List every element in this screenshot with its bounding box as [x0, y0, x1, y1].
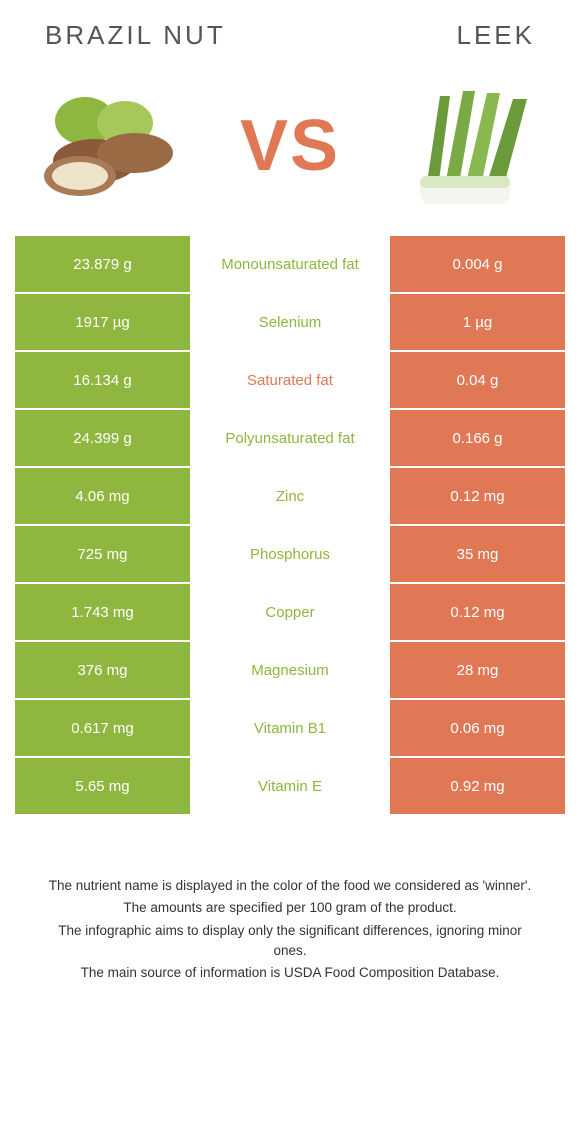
cell-left-value: 23.879 g	[15, 236, 190, 292]
table-row: 4.06 mgZinc0.12 mg	[15, 468, 565, 524]
cell-nutrient-label: Zinc	[190, 468, 390, 524]
cell-right-value: 0.04 g	[390, 352, 565, 408]
header: Brazil nut Leek	[15, 20, 565, 71]
cell-nutrient-label: Copper	[190, 584, 390, 640]
cell-left-value: 16.134 g	[15, 352, 190, 408]
images-row: VS	[15, 71, 565, 236]
footer-line: The infographic aims to display only the…	[40, 921, 540, 962]
cell-right-value: 0.92 mg	[390, 758, 565, 814]
cell-nutrient-label: Polyunsaturated fat	[190, 410, 390, 466]
leek-image	[385, 81, 555, 211]
cell-left-value: 1917 µg	[15, 294, 190, 350]
footer-line: The nutrient name is displayed in the co…	[40, 876, 540, 896]
vs-label: VS	[240, 105, 340, 187]
cell-right-value: 0.12 mg	[390, 468, 565, 524]
food-title-left: Brazil nut	[45, 20, 226, 51]
cell-right-value: 0.06 mg	[390, 700, 565, 756]
table-row: 376 mgMagnesium28 mg	[15, 642, 565, 698]
cell-right-value: 0.12 mg	[390, 584, 565, 640]
table-row: 16.134 gSaturated fat0.04 g	[15, 352, 565, 408]
cell-left-value: 5.65 mg	[15, 758, 190, 814]
infographic-container: Brazil nut Leek VS 23.8	[0, 0, 580, 1025]
cell-left-value: 376 mg	[15, 642, 190, 698]
footer-line: The amounts are specified per 100 gram o…	[40, 898, 540, 918]
cell-nutrient-label: Phosphorus	[190, 526, 390, 582]
table-row: 1.743 mgCopper0.12 mg	[15, 584, 565, 640]
cell-left-value: 1.743 mg	[15, 584, 190, 640]
cell-nutrient-label: Selenium	[190, 294, 390, 350]
cell-nutrient-label: Vitamin E	[190, 758, 390, 814]
cell-right-value: 1 µg	[390, 294, 565, 350]
brazil-nut-image	[25, 81, 195, 211]
cell-left-value: 0.617 mg	[15, 700, 190, 756]
cell-left-value: 725 mg	[15, 526, 190, 582]
table-row: 24.399 gPolyunsaturated fat0.166 g	[15, 410, 565, 466]
cell-nutrient-label: Magnesium	[190, 642, 390, 698]
cell-right-value: 0.004 g	[390, 236, 565, 292]
cell-right-value: 0.166 g	[390, 410, 565, 466]
cell-right-value: 28 mg	[390, 642, 565, 698]
cell-right-value: 35 mg	[390, 526, 565, 582]
food-title-right: Leek	[457, 20, 536, 51]
table-row: 1917 µgSelenium1 µg	[15, 294, 565, 350]
cell-left-value: 24.399 g	[15, 410, 190, 466]
cell-nutrient-label: Saturated fat	[190, 352, 390, 408]
nutrient-table: 23.879 gMonounsaturated fat0.004 g1917 µ…	[15, 236, 565, 814]
table-row: 5.65 mgVitamin E0.92 mg	[15, 758, 565, 814]
footer-line: The main source of information is USDA F…	[40, 963, 540, 983]
cell-left-value: 4.06 mg	[15, 468, 190, 524]
table-row: 0.617 mgVitamin B10.06 mg	[15, 700, 565, 756]
table-row: 23.879 gMonounsaturated fat0.004 g	[15, 236, 565, 292]
cell-nutrient-label: Monounsaturated fat	[190, 236, 390, 292]
cell-nutrient-label: Vitamin B1	[190, 700, 390, 756]
table-row: 725 mgPhosphorus35 mg	[15, 526, 565, 582]
footer-notes: The nutrient name is displayed in the co…	[15, 816, 565, 1005]
